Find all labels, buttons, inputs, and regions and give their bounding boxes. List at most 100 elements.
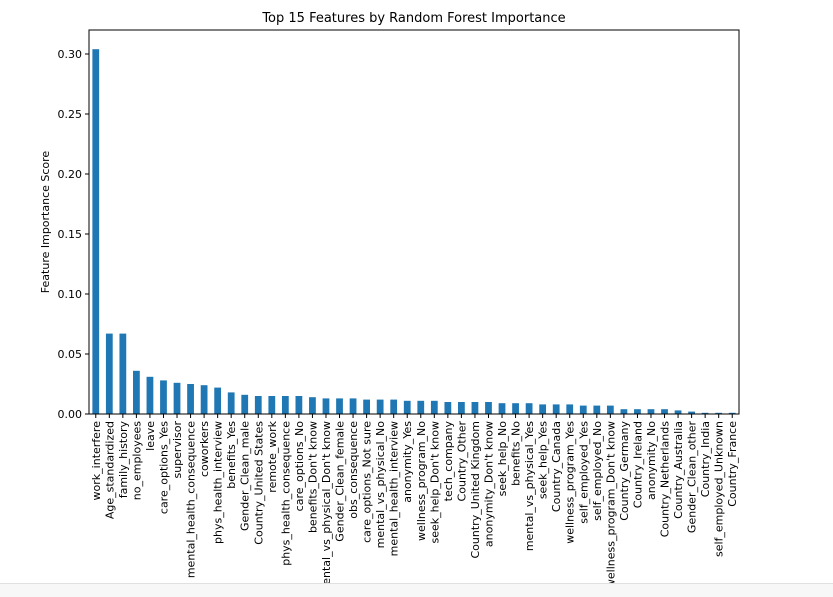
bar: [498, 403, 506, 414]
x-tick-label: tech_company: [442, 421, 455, 502]
x-tick-label: Country_Australia: [672, 421, 685, 519]
bar: [701, 412, 709, 414]
bar: [214, 387, 222, 414]
x-tick-label: coworkers: [198, 421, 211, 477]
bar: [92, 49, 100, 414]
x-tick-label: phys_health_consequence: [279, 421, 292, 566]
bar: [390, 399, 398, 414]
bar: [133, 370, 140, 414]
bar: [620, 409, 628, 414]
bar: [119, 333, 127, 414]
x-tick-label: seek_help_Don't know: [428, 421, 441, 544]
bar: [105, 333, 113, 414]
y-tick-label: 0.20: [58, 168, 83, 181]
x-tick-labels: work_interfere Age_standardized family_his…: [90, 420, 739, 588]
x-tick-label: work_interfere: [90, 421, 103, 501]
bar: [566, 404, 574, 414]
x-tick-label: anonymity_Yes: [401, 421, 414, 503]
bar: [458, 402, 465, 414]
x-tick-label: mental_health_consequence: [185, 421, 198, 578]
y-tick-label: 0.00: [58, 408, 83, 421]
bar: [688, 411, 695, 414]
x-tick-label: Country_Canada: [550, 421, 563, 512]
y-tick-label: 0.15: [58, 228, 83, 241]
chart-title: Top 15 Features by Random Forest Importa…: [261, 11, 565, 26]
bar: [606, 405, 614, 414]
bar: [728, 412, 736, 414]
x-tick-label: self_employed_Yes: [577, 421, 590, 524]
y-tick-label: 0.05: [58, 348, 83, 361]
x-tick-label: Country_Netherlands: [659, 421, 672, 538]
x-tick-label: seek_help_No: [496, 421, 509, 497]
y-tick-label: 0.10: [58, 288, 83, 301]
x-tick-label: Age_standardized: [103, 421, 116, 519]
x-tick-label: phys_health_interview: [212, 421, 225, 544]
x-tick-label: Gender_Clean_female: [334, 421, 347, 542]
y-tick-label: 0.30: [58, 48, 83, 61]
x-tick-label: anonymity_No: [645, 421, 658, 500]
bar: [552, 404, 560, 414]
bar: [173, 382, 181, 414]
bar: [647, 409, 655, 414]
x-tick-label: Country_India: [699, 421, 712, 497]
x-tick-label: mental_health_interview: [388, 421, 401, 556]
x-tick-label: remote_work: [266, 420, 279, 492]
x-tick-label: benefits_No: [510, 421, 523, 486]
x-tick-label: Country_United States: [252, 421, 265, 545]
x-tick-label: wellness_program_Don't know: [604, 421, 617, 588]
bar: [593, 405, 601, 414]
bar: [444, 402, 452, 414]
bar: [187, 384, 194, 414]
bar: [160, 380, 167, 414]
bar: [715, 412, 723, 414]
x-tick-label: mental_vs_physical_Yes: [523, 421, 536, 551]
x-tick-label: leave: [144, 421, 157, 451]
bar: [295, 396, 303, 414]
x-tick-label: no_employees: [130, 421, 143, 500]
x-tick-label: benefits_Yes: [225, 421, 238, 489]
bar: [309, 397, 316, 414]
x-tick-label: supervisor: [171, 421, 184, 479]
bar: [227, 392, 235, 414]
bar: [471, 402, 479, 414]
y-axis-ticks: 0.00 0.05 0.10 0.15 0.20 0.25 0.30: [58, 48, 89, 421]
bar: [200, 385, 208, 414]
x-tick-label: Country_France: [726, 421, 739, 507]
bar: [268, 396, 276, 414]
bar: [349, 398, 357, 414]
bar: [363, 399, 370, 414]
x-tick-label: care_options_Yes: [157, 421, 170, 514]
x-tick-label: Country_Ireland: [631, 421, 644, 508]
bar: [281, 396, 289, 414]
bar: [403, 400, 411, 414]
bar: [417, 400, 425, 414]
x-tick-label: family_history: [117, 421, 130, 499]
x-tick-label: mental_vs_physical_No: [374, 421, 387, 549]
bar: [661, 409, 668, 414]
bar: [579, 405, 587, 414]
x-tick-label: benefits_Don't know: [306, 421, 319, 533]
bar: [254, 396, 262, 414]
x-tick-label: wellness_program_Yes: [564, 421, 577, 544]
bar: [485, 402, 492, 414]
bar: [525, 403, 533, 414]
bar: [146, 376, 154, 414]
x-tick-label: self_employed_Unknown: [713, 421, 726, 557]
bar: [512, 403, 519, 414]
y-tick-label: 0.25: [58, 108, 83, 121]
x-tick-label: care_options_No: [293, 421, 306, 512]
x-tick-label: self_employed_No: [591, 421, 604, 521]
bar: [336, 398, 343, 414]
bar: [322, 398, 330, 414]
x-tick-label: Gender_Clean_other: [686, 421, 699, 534]
x-tick-label: obs_consequence: [347, 421, 360, 519]
bar: [674, 410, 682, 414]
bar: [539, 404, 547, 414]
plot-frame: [88, 29, 740, 415]
bar: [634, 409, 641, 414]
bar: [376, 399, 384, 414]
y-axis-label: Feature Importance Score: [39, 151, 52, 294]
x-tick-label: Gender_Clean_male: [239, 421, 252, 531]
x-axis-ticks: work_interfere Age_standardized family_his…: [90, 414, 739, 588]
